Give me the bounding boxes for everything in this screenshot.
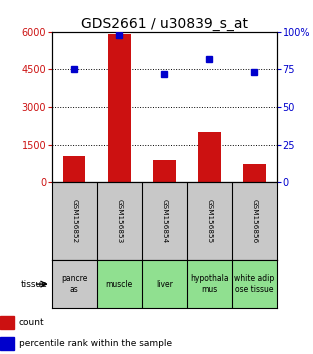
Text: muscle: muscle [105,280,133,289]
Bar [153,160,176,182]
Bar [187,260,232,308]
Text: percentile rank within the sample: percentile rank within the sample [19,339,172,348]
Text: hypothala
mus: hypothala mus [190,274,229,294]
Bar [52,260,97,308]
Text: GSM156853: GSM156853 [116,199,122,244]
Text: white adip
ose tissue: white adip ose tissue [234,274,275,294]
Text: GSM156854: GSM156854 [161,199,167,244]
Bar [0,316,14,329]
Bar [0,337,14,350]
Bar [97,260,142,308]
Text: pancre
as: pancre as [61,274,87,294]
Bar [108,34,131,182]
Bar [232,260,277,308]
Text: count: count [19,318,44,327]
Text: GSM156855: GSM156855 [206,199,213,244]
Bar [243,164,266,182]
Text: tissue: tissue [20,280,47,289]
Bar [142,260,187,308]
Title: GDS2661 / u30839_s_at: GDS2661 / u30839_s_at [81,17,248,31]
Bar [198,132,221,182]
Text: GSM156856: GSM156856 [251,199,258,244]
Bar [63,156,85,182]
Text: liver: liver [156,280,173,289]
Text: GSM156852: GSM156852 [71,199,77,244]
